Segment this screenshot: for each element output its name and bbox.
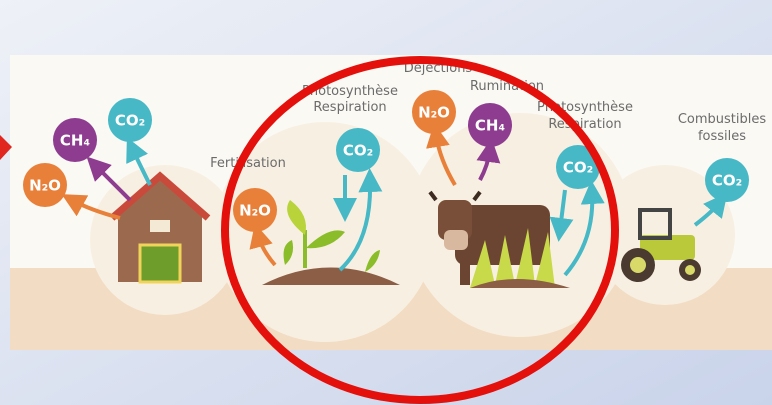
gas-label: CH₄ xyxy=(475,117,505,135)
caption: Respiration xyxy=(313,100,386,115)
gas-label: N₂O xyxy=(239,202,271,220)
caption: Combustibles xyxy=(678,112,767,127)
gas-label: CO₂ xyxy=(343,142,373,160)
caption: Fertilisation xyxy=(210,156,286,171)
gas-label: CO₂ xyxy=(563,159,593,177)
gas-label: CO₂ xyxy=(712,172,742,190)
gas-label: N₂O xyxy=(29,177,61,195)
page: N₂O CH₄ CO₂ N₂O CO₂ N₂O CH₄ CO₂ CO₂ Fert… xyxy=(0,0,772,405)
caption: Respiration xyxy=(548,117,621,132)
illustration: N₂O CH₄ CO₂ N₂O CO₂ N₂O CH₄ CO₂ CO₂ Fert… xyxy=(0,0,772,405)
caption: fossiles xyxy=(698,129,746,144)
gas-label: CH₄ xyxy=(60,132,90,150)
gas-label: N₂O xyxy=(418,104,450,122)
gas-label: CO₂ xyxy=(115,112,145,130)
